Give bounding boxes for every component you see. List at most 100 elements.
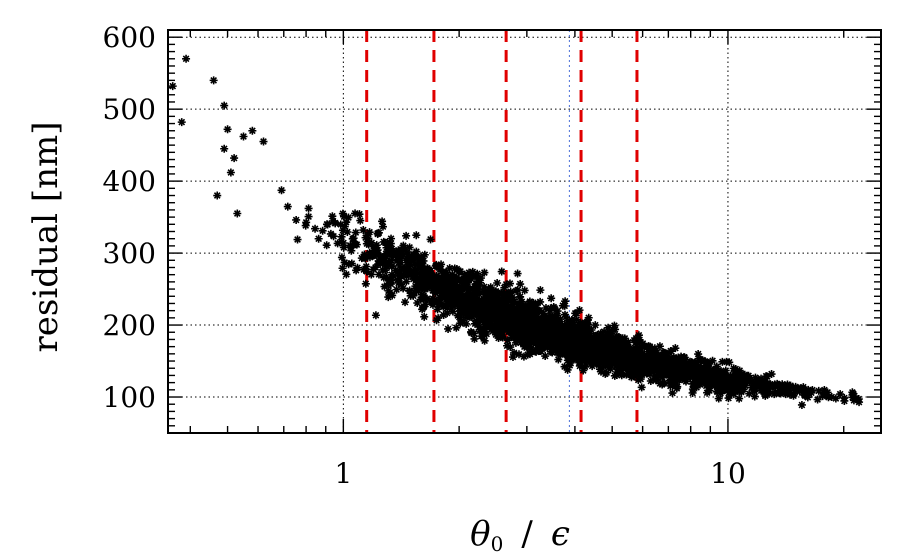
- data-point: [572, 315, 581, 324]
- data-point: [351, 228, 360, 237]
- data-point: [514, 316, 523, 325]
- data-point: [531, 299, 540, 308]
- data-point: [604, 323, 613, 332]
- data-point: [573, 339, 582, 348]
- data-point: [801, 391, 810, 400]
- data-point: [493, 293, 502, 302]
- data-point: [433, 305, 442, 314]
- data-point: [346, 241, 355, 250]
- reference-lines: [365, 30, 639, 433]
- data-point: [712, 375, 721, 384]
- data-point: [529, 315, 538, 324]
- data-point: [503, 341, 512, 350]
- outlier-point: [248, 126, 257, 135]
- data-point: [641, 361, 650, 370]
- data-point: [672, 363, 681, 372]
- data-point: [434, 314, 443, 323]
- data-point: [365, 228, 374, 237]
- data-point: [666, 381, 675, 390]
- data-point: [678, 371, 687, 380]
- data-point: [479, 316, 488, 325]
- data-point: [785, 388, 794, 397]
- data-point: [492, 327, 501, 336]
- data-point: [409, 266, 418, 275]
- data-point: [355, 210, 364, 219]
- data-point: [304, 212, 313, 221]
- data-point: [412, 231, 421, 240]
- data-point: [429, 273, 438, 282]
- data-point: [371, 243, 380, 252]
- data-point: [623, 355, 632, 364]
- data-point: [630, 336, 639, 345]
- data-point: [705, 386, 714, 395]
- data-point: [422, 281, 431, 290]
- data-point: [416, 295, 425, 304]
- data-point: [679, 356, 688, 365]
- data-point: [362, 267, 371, 276]
- data-point: [727, 389, 736, 398]
- data-point: [568, 335, 577, 344]
- data-point: [637, 383, 646, 392]
- data-point: [555, 324, 564, 333]
- data-point: [417, 263, 426, 272]
- data-point: [505, 279, 514, 288]
- data-point: [364, 234, 373, 243]
- data-point: [322, 241, 331, 250]
- data-point: [666, 346, 675, 355]
- data-point: [448, 307, 457, 316]
- data-point: [360, 250, 369, 259]
- data-point: [676, 367, 685, 376]
- data-point: [373, 229, 382, 238]
- data-point: [421, 271, 430, 280]
- data-point: [442, 268, 451, 277]
- data-point: [437, 274, 446, 283]
- data-point: [389, 272, 398, 281]
- data-point: [525, 344, 534, 353]
- data-point: [426, 235, 435, 244]
- data-point: [596, 367, 605, 376]
- data-point: [681, 365, 690, 374]
- data-point: [507, 316, 516, 325]
- data-point: [349, 240, 358, 249]
- data-point: [580, 332, 589, 341]
- data-point: [480, 282, 489, 291]
- data-point: [339, 243, 348, 252]
- data-point: [468, 267, 477, 276]
- data-point: [453, 290, 462, 299]
- outlier-point: [259, 137, 268, 146]
- data-point: [388, 291, 397, 300]
- data-point: [510, 348, 519, 357]
- data-point: [519, 326, 528, 335]
- data-point: [622, 349, 631, 358]
- data-point: [489, 293, 498, 302]
- data-point: [776, 389, 785, 398]
- data-point: [415, 259, 424, 268]
- data-point: [515, 293, 524, 302]
- data-point: [704, 364, 713, 373]
- outlier-point: [230, 154, 239, 163]
- data-point: [590, 357, 599, 366]
- data-point: [767, 370, 776, 379]
- data-point: [423, 264, 432, 273]
- data-point: [565, 339, 574, 348]
- data-point: [452, 264, 461, 273]
- data-point: [456, 319, 465, 328]
- data-point: [506, 305, 515, 314]
- data-point: [326, 229, 335, 238]
- data-point: [560, 350, 569, 359]
- data-point: [655, 355, 664, 364]
- data-point: [464, 311, 473, 320]
- data-point: [505, 323, 514, 332]
- data-point: [419, 256, 428, 265]
- data-point: [541, 352, 550, 361]
- data-point: [541, 325, 550, 334]
- data-point: [781, 387, 790, 396]
- data-point: [689, 383, 698, 392]
- data-point: [581, 318, 590, 327]
- data-point: [409, 252, 418, 261]
- data-point: [540, 329, 549, 338]
- data-point: [333, 239, 342, 248]
- data-point: [456, 267, 465, 276]
- data-point: [409, 291, 418, 300]
- data-point: [503, 302, 512, 311]
